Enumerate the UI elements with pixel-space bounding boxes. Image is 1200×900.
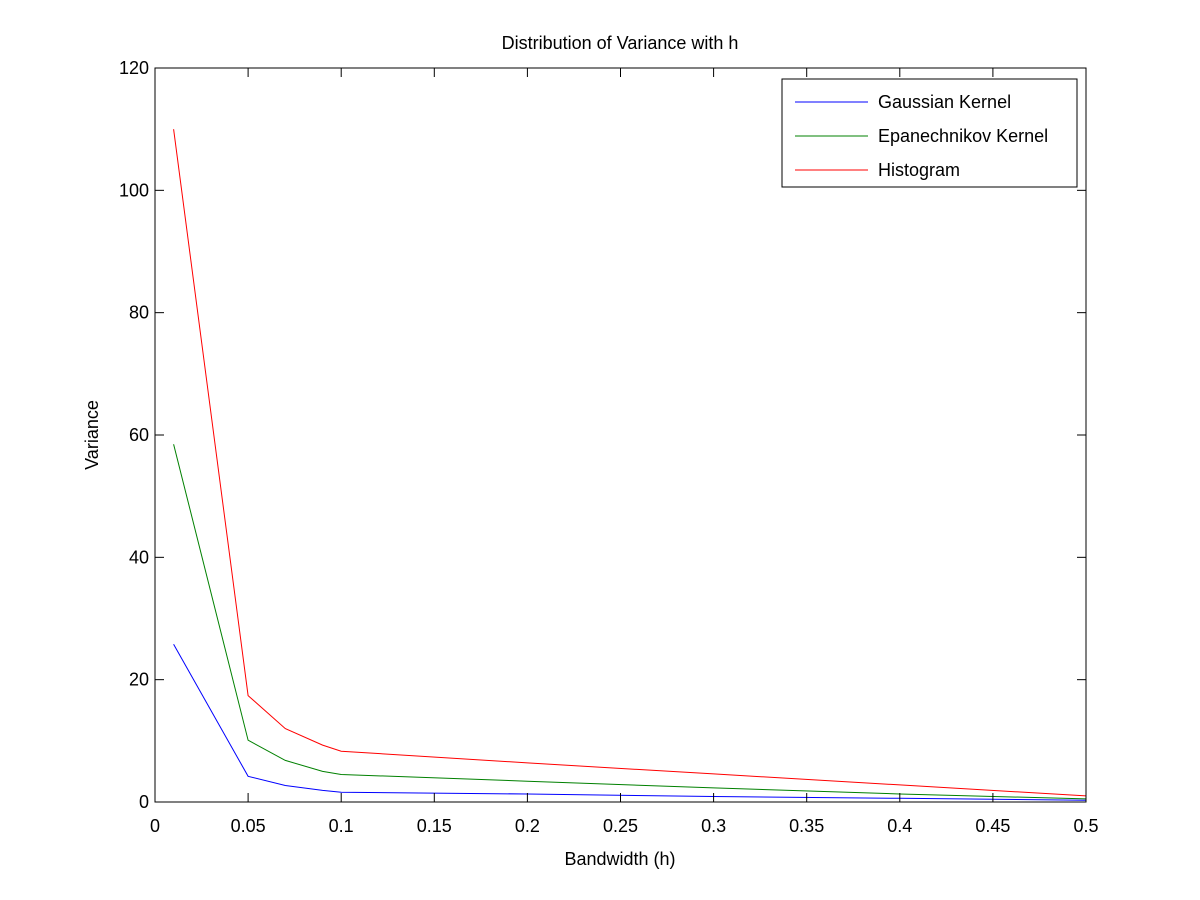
x-tick-label: 0.45 <box>975 816 1010 836</box>
y-tick-label: 0 <box>139 792 149 812</box>
y-tick-label: 20 <box>129 670 149 690</box>
x-tick-label: 0.5 <box>1073 816 1098 836</box>
y-tick-label: 40 <box>129 547 149 567</box>
legend-box <box>781 78 1078 188</box>
x-tick-label: 0 <box>150 816 160 836</box>
y-axis-ticks: 0 20 40 60 80 100 120 <box>119 58 1086 812</box>
y-tick-label: 120 <box>119 58 149 78</box>
chart-title: Distribution of Variance with h <box>502 33 739 53</box>
series-line-0 <box>173 643 1087 801</box>
x-tick-label: 0.15 <box>417 816 452 836</box>
x-tick-label: 0.05 <box>231 816 266 836</box>
legend-label: Gaussian Kernel <box>878 92 1011 112</box>
x-tick-label: 0.1 <box>329 816 354 836</box>
x-tick-label: 0.25 <box>603 816 638 836</box>
legend-label: Histogram <box>878 160 960 180</box>
x-tick-label: 0.35 <box>789 816 824 836</box>
series-line-2 <box>173 129 1087 797</box>
y-tick-label: 80 <box>129 303 149 323</box>
x-tick-label: 0.2 <box>515 816 540 836</box>
legend-entries: Gaussian Kernel Epanechnikov Kernel Histog… <box>795 92 1048 180</box>
y-axis-label: Variance <box>82 400 102 470</box>
plot-lines <box>173 129 1087 801</box>
legend-label: Epanechnikov Kernel <box>878 126 1048 146</box>
y-tick-label: 60 <box>129 425 149 445</box>
x-tick-label: 0.3 <box>701 816 726 836</box>
legend: Gaussian Kernel Epanechnikov Kernel Histog… <box>781 78 1078 188</box>
x-tick-label: 0.4 <box>887 816 912 836</box>
series-line-1 <box>173 444 1087 800</box>
x-axis-label: Bandwidth (h) <box>564 849 675 869</box>
x-axis-ticks: 0 0.05 0.1 0.15 0.2 0.25 0.3 0.35 0.4 0.45 0.5 <box>150 68 1099 836</box>
y-tick-label: 100 <box>119 180 149 200</box>
